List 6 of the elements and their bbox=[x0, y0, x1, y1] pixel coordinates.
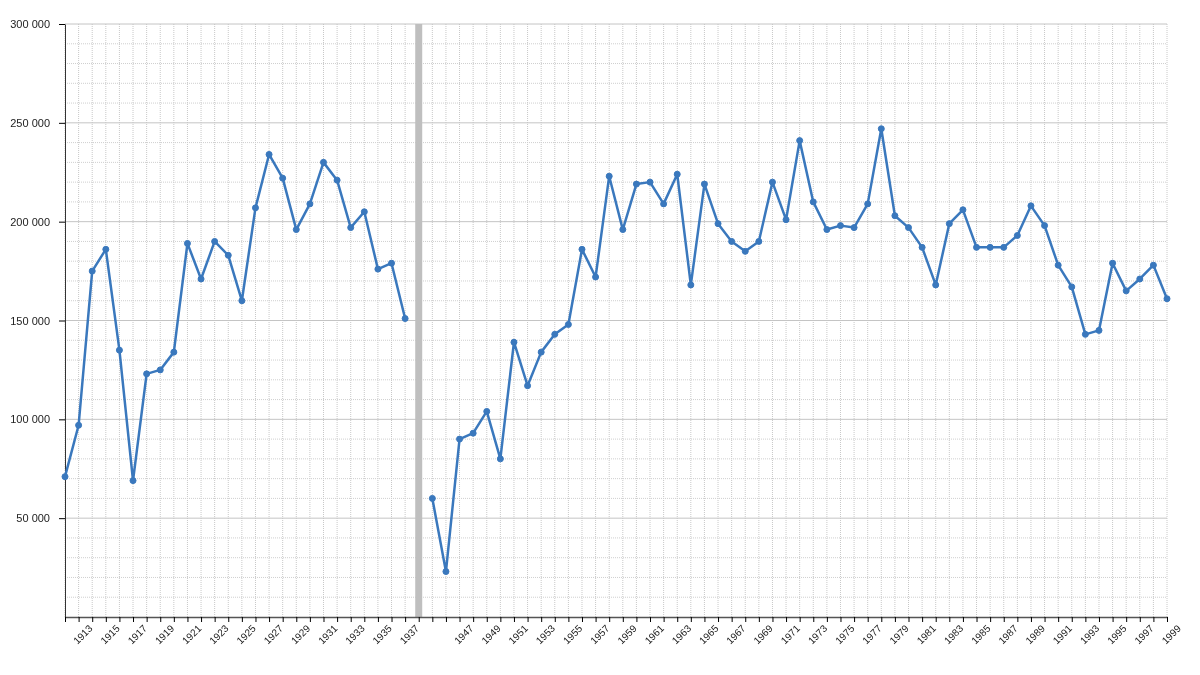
y-tick-label: 250 000 bbox=[10, 116, 50, 129]
y-tick-label: 200 000 bbox=[10, 215, 50, 228]
y-tick-label: 300 000 bbox=[10, 18, 50, 31]
y-tick-label: 100 000 bbox=[10, 413, 50, 426]
y-tick-label: 150 000 bbox=[10, 314, 50, 327]
y-tick-label: 50 000 bbox=[16, 512, 50, 525]
